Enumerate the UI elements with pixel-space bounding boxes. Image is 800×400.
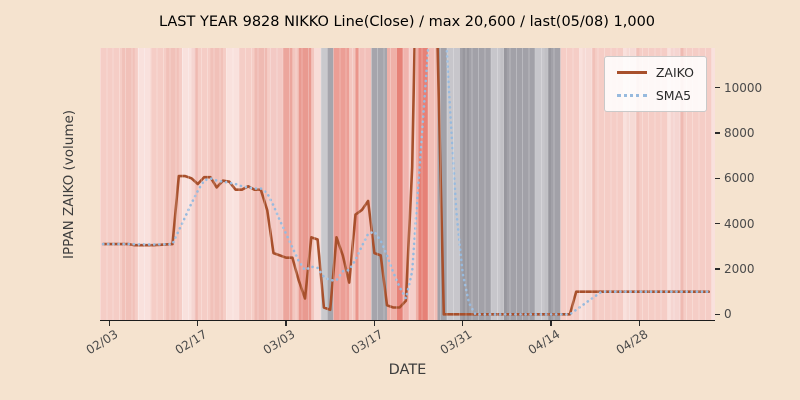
background-band [210,48,223,320]
x-tick-label: 03/17 [349,327,386,358]
weekend-stripe [667,48,681,320]
weekend-stripe [446,48,460,320]
y-tick-label: 6000 [724,171,755,186]
background-band [122,48,135,320]
sma5-line [101,48,710,316]
legend-item-sma5: SMA5 [616,88,694,103]
x-tick-mark [638,321,640,326]
x-tick-mark [462,321,464,326]
y-tick-mark [715,313,720,315]
background-band [500,48,507,320]
y-tick-label: 8000 [724,126,755,140]
background-band [166,48,179,320]
y-tick-label: 0 [724,307,732,322]
y-tick-mark [715,177,720,179]
background-band [270,48,293,320]
y-tick-label: 10000 [724,80,763,95]
chart-title: LAST YEAR 9828 NIKKO Line(Close) / max 2… [158,14,656,30]
y-axis-label: IPPAN ZAIKO (volume) [61,109,77,259]
x-tick-mark [197,321,199,326]
y-tick-mark [715,223,720,225]
legend: ZAIKO SMA5 [603,56,707,112]
x-tick-mark [550,321,552,326]
background-band [437,48,561,320]
weekend-stripe [182,48,195,320]
background-band [191,48,198,320]
background-band [355,48,372,320]
x-tick-mark [373,321,375,326]
legend-label-zaiko: ZAIKO [655,65,694,80]
weekend-stripe [358,48,372,320]
y-tick-label: 2000 [724,262,755,276]
x-axis-label: DATE [388,362,427,378]
sma5-line-sample [616,94,647,97]
y-tick-mark [715,268,720,270]
background-band [396,48,410,320]
background-band [582,48,596,320]
weekend-stripe [137,48,151,320]
x-tick-label: 02/17 [172,327,210,358]
weekend-stripe [535,48,548,320]
background-band [626,48,640,320]
x-tick-mark [108,321,111,326]
background-band [409,48,419,320]
background-band [670,48,684,320]
weekend-stripe [579,48,592,320]
weekend-stripe [711,48,715,320]
weekend-stripe [491,48,504,320]
background-band [333,48,350,320]
y-tick-mark [715,87,720,89]
legend-item-zaiko: ZAIKO [616,65,694,80]
x-tick-label: 04/14 [525,327,563,358]
x-tick-label: 04/28 [613,327,651,358]
weekend-stripe [623,48,637,320]
x-tick-label: 03/03 [260,327,298,358]
background-band [292,48,299,320]
background-band [387,48,397,320]
background-band [418,48,428,320]
background-band [298,48,312,320]
background-band [462,48,469,320]
x-tick-label: 03/31 [437,327,475,358]
y-tick-label: 4000 [724,216,755,231]
x-tick-label: 02/03 [84,327,121,358]
x-tick-mark [285,321,287,326]
y-tick-mark [715,132,720,134]
legend-label-sma5: SMA5 [655,88,692,103]
background-band [311,48,321,320]
background-band [544,48,551,320]
weekend-stripe [270,48,283,320]
background-band [320,48,334,320]
background-band [349,48,356,320]
background-band [428,48,438,320]
zaiko-line-sample [616,71,647,74]
background-band [254,48,268,320]
zaiko-line [101,48,710,316]
